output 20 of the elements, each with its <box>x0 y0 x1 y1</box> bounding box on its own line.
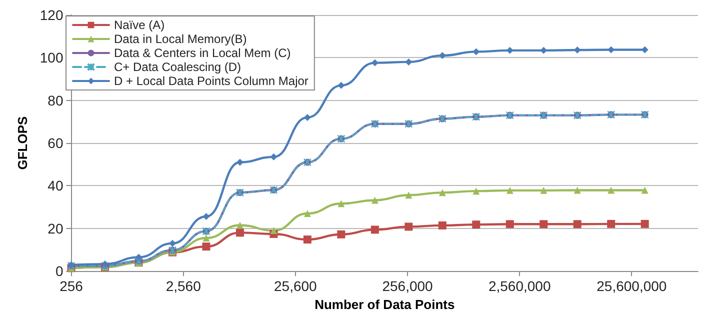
x-axis-title: Number of Data Points <box>314 297 455 312</box>
x-tick-label: 25,600,000 <box>596 278 667 294</box>
y-tick-label: 60 <box>48 135 64 152</box>
legend-label: C+ Data Coalescing (D) <box>114 60 242 74</box>
y-tick-label: 0 <box>55 263 64 280</box>
legend-label: D + Local Data Points Column Major <box>114 74 308 88</box>
y-tick-label: 40 <box>48 178 64 194</box>
x-tick-label: 256 <box>60 278 84 294</box>
legend-label: Data in Local Memory(B) <box>114 32 247 46</box>
legend-label: Data & Centers in Local Mem (C) <box>114 46 291 60</box>
y-tick-label: 80 <box>48 92 64 108</box>
x-tick-label: 256,000 <box>382 278 434 294</box>
y-axis-title: GFLOPS <box>15 116 30 170</box>
y-tick-label: 20 <box>48 220 64 236</box>
x-tick-label: 2,560,000 <box>488 278 551 294</box>
x-tick-label: 25,600 <box>274 278 318 294</box>
y-tick-label: 120 <box>40 7 64 23</box>
y-tick-label: 100 <box>40 50 64 66</box>
x-tick-label: 2,560 <box>166 278 202 294</box>
legend-label: Naïve (A) <box>114 18 165 32</box>
